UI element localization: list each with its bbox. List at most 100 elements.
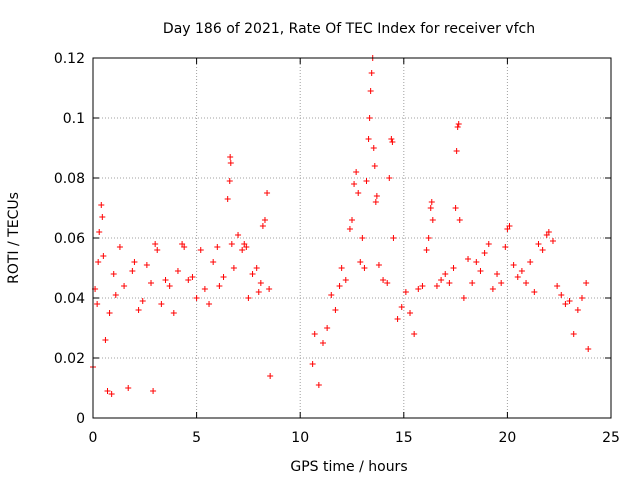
grid-lines — [93, 58, 611, 418]
data-point — [498, 280, 505, 286]
data-point — [456, 217, 463, 223]
data-point — [452, 205, 459, 211]
data-point — [216, 283, 223, 289]
data-point — [267, 373, 274, 379]
data-point — [585, 346, 592, 352]
data-point — [428, 199, 435, 205]
data-point — [531, 289, 538, 295]
data-point — [125, 385, 132, 391]
data-point — [562, 301, 569, 307]
data-point — [390, 235, 397, 241]
data-point — [460, 295, 467, 301]
data-point — [394, 316, 401, 322]
data-point — [102, 337, 109, 343]
axis-ticks — [92, 57, 612, 419]
data-point — [235, 232, 242, 238]
data-point — [366, 115, 373, 121]
data-point — [469, 280, 476, 286]
data-point — [95, 259, 102, 265]
x-tick-label: 5 — [192, 430, 201, 446]
data-point — [370, 145, 377, 151]
data-point — [518, 268, 525, 274]
data-point — [455, 121, 462, 127]
data-point — [324, 325, 331, 331]
y-tick-label: 0.08 — [54, 171, 85, 187]
data-point — [332, 307, 339, 313]
data-point — [527, 259, 534, 265]
data-point — [108, 391, 115, 397]
data-point — [239, 247, 246, 253]
data-point — [423, 247, 430, 253]
data-point — [266, 286, 273, 292]
data-point — [342, 277, 349, 283]
data-point — [210, 259, 217, 265]
data-point — [549, 238, 556, 244]
data-point — [99, 214, 106, 220]
data-point — [349, 217, 355, 223]
data-point — [365, 136, 372, 142]
data-point — [131, 259, 138, 265]
data-point — [311, 331, 318, 337]
data-point — [193, 295, 200, 301]
data-point — [454, 124, 461, 130]
data-point — [386, 175, 393, 181]
data-point — [411, 331, 418, 337]
data-point — [578, 295, 585, 301]
data-point — [220, 274, 227, 280]
data-point — [380, 277, 387, 283]
data-points — [90, 55, 592, 397]
data-point — [253, 265, 260, 271]
data-point — [328, 292, 335, 298]
data-point — [353, 169, 360, 175]
data-point — [319, 340, 326, 346]
data-point — [375, 262, 382, 268]
data-point — [363, 178, 370, 184]
data-point — [429, 217, 436, 223]
data-point — [245, 295, 252, 301]
data-point — [116, 244, 123, 250]
data-point — [112, 292, 119, 298]
data-point — [539, 247, 546, 253]
chart-title: Day 186 of 2021, Rate Of TEC Index for r… — [163, 21, 535, 37]
x-tick-label: 10 — [291, 430, 309, 446]
data-point — [243, 244, 250, 250]
x-tick-label: 20 — [498, 430, 516, 446]
data-point — [104, 388, 111, 394]
data-point — [398, 304, 405, 310]
data-point — [450, 265, 457, 271]
data-point — [506, 223, 513, 229]
data-point — [438, 277, 445, 283]
data-point — [227, 154, 234, 160]
data-point — [166, 283, 173, 289]
data-point — [227, 160, 234, 166]
data-point — [336, 283, 343, 289]
y-tick-label: 0.1 — [63, 111, 85, 127]
data-point — [346, 226, 353, 232]
data-point — [189, 274, 196, 280]
data-point — [259, 223, 266, 229]
tick-labels: 0 5 10 15 20 25 0 0.02 0.04 0.06 0.08 0.1 0.12 — [54, 51, 620, 446]
data-point — [545, 229, 552, 235]
data-point — [230, 265, 237, 271]
data-point — [477, 268, 484, 274]
data-point — [535, 241, 542, 247]
data-point — [570, 331, 577, 337]
data-point — [415, 286, 422, 292]
data-point — [98, 202, 105, 208]
data-point — [224, 196, 231, 202]
data-point — [150, 388, 157, 394]
data-point — [106, 310, 113, 316]
data-point — [129, 268, 136, 274]
data-point — [481, 250, 488, 256]
data-point — [135, 307, 142, 313]
data-point — [357, 259, 364, 265]
data-point — [338, 265, 345, 271]
x-axis-label: GPS time / hours — [290, 459, 407, 475]
data-point — [185, 277, 192, 283]
x-tick-label: 25 — [602, 430, 620, 446]
data-point — [315, 382, 322, 388]
data-point — [355, 190, 362, 196]
data-point — [226, 178, 233, 184]
data-point — [384, 280, 391, 286]
data-point — [121, 283, 128, 289]
